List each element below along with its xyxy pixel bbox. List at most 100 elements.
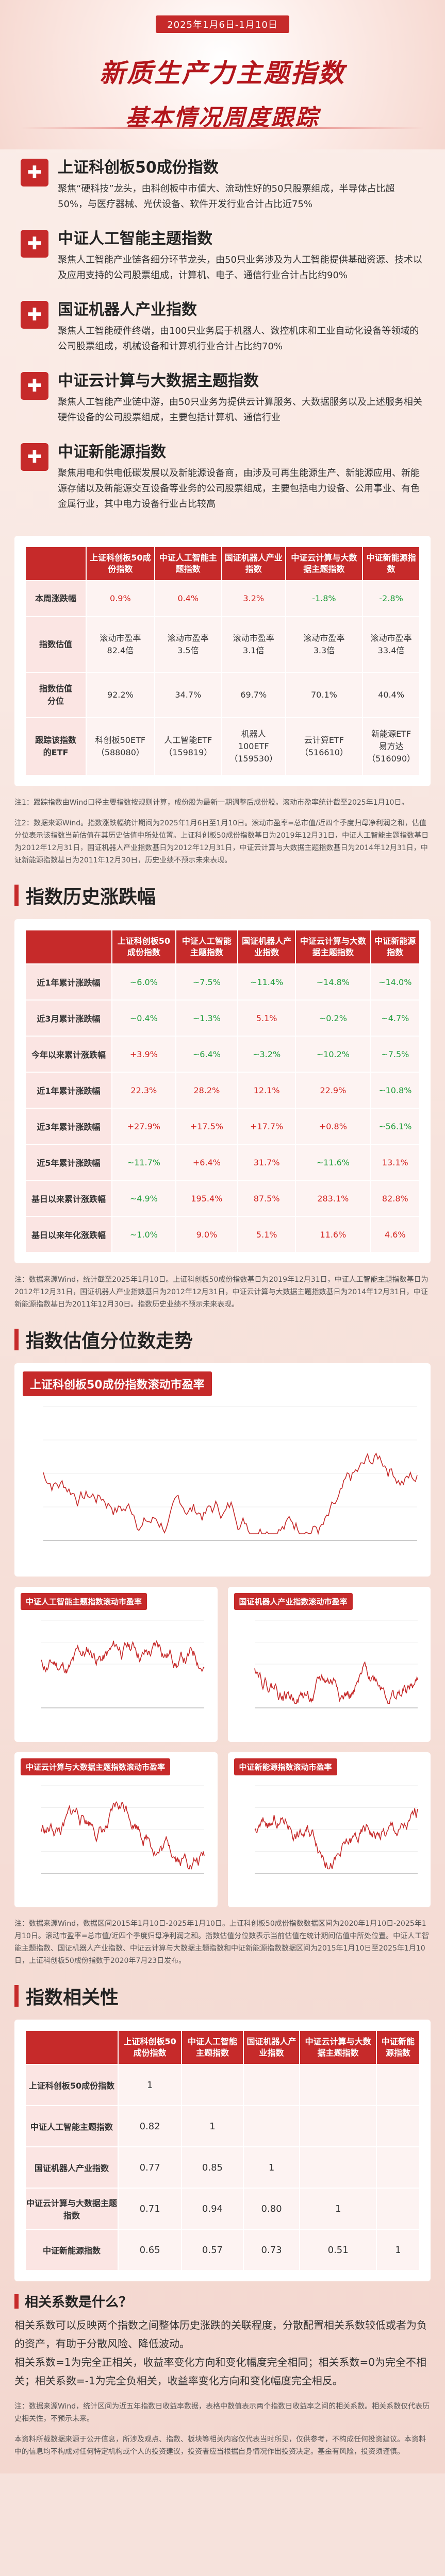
table-cell: -1.8% <box>285 580 364 617</box>
table-cell: ~7.5% <box>175 963 239 1001</box>
table-cell: 283.1% <box>295 1180 371 1217</box>
table-cell <box>375 2146 421 2189</box>
row-header: 中证云计算与大数据主题指数 <box>25 2188 119 2230</box>
column-header: 中证新能源指数 <box>362 546 420 581</box>
table-cell: ~14.8% <box>295 963 371 1001</box>
table-cell: ~11.6% <box>295 1144 371 1181</box>
table-cell: 0.82 <box>117 2105 183 2147</box>
chart-row-2: 中证云计算与大数据主题指数滚动市盈率 中证新能源指数滚动市盈率 <box>14 1752 431 1907</box>
table-cell: 87.5% <box>237 1180 296 1217</box>
table-cell: 13.1% <box>370 1144 421 1181</box>
series-line <box>254 1808 418 1870</box>
table-cell: ~4.9% <box>111 1180 176 1217</box>
table-cell: ~56.1% <box>370 1108 421 1145</box>
table-cell: +27.9% <box>111 1108 176 1145</box>
plus-icon: ✚ <box>21 372 48 400</box>
table-cell: 0.65 <box>117 2229 183 2271</box>
column-header: 中证新能源指数 <box>375 2030 421 2065</box>
table-cell: 0.4% <box>154 580 222 617</box>
table-cell <box>242 2105 301 2147</box>
line-chart <box>41 1785 205 1874</box>
history-card: 上证科创板50成份指数 中证人工智能主题指数 国证机器人产业指数 中证云计算与大数据主… <box>14 919 431 1263</box>
intro-body: 国证机器人产业指数 聚焦人工智能硬件终端，由100只业务属于机器人、数控机床和工业… <box>58 297 424 354</box>
line-chart <box>43 1406 418 1541</box>
chart-small-1: 中证人工智能主题指数滚动市盈率 <box>14 1587 218 1742</box>
note-4: 注：数据来源Wind，数据区间2015年1月10日-2025年1月10日。上证科… <box>14 1920 430 1965</box>
table-cell: 195.4% <box>175 1180 239 1217</box>
column-header: 中证云计算与大数据主题指数 <box>299 2030 377 2065</box>
table-row: 中证人工智能主题指数 0.82 1 <box>25 2105 421 2147</box>
table-cell: ~1.0% <box>111 1216 176 1253</box>
corr-card: 上证科创板50成份指数 中证人工智能主题指数 国证机器人产业指数 中证云计算与大数据主… <box>14 2020 431 2281</box>
table-cell: 69.7% <box>221 672 286 718</box>
table-cell: 9.0% <box>175 1216 239 1253</box>
disclaimer: 本资料所载数据来源于公开信息，所涉及观点、指数、板块等相关内容仅代表当时所见，仅… <box>14 2435 426 2456</box>
row-header: 今年以来累计涨跌幅 <box>25 1036 112 1073</box>
table-cell: 92.2% <box>86 672 155 718</box>
row-header: 近5年累计涨跌幅 <box>25 1144 112 1181</box>
chart-row-1: 中证人工智能主题指数滚动市盈率 国证机器人产业指数滚动市盈率 <box>14 1587 431 1742</box>
table-row: 基日以来累计涨跌幅 ~4.9% 195.4% 87.5% 283.1% 82.8% <box>25 1180 421 1217</box>
valuation-section-title: 指数估值分位数走势 <box>14 1326 431 1353</box>
table-cell: +6.4% <box>175 1144 239 1181</box>
table-cell <box>242 2064 301 2106</box>
column-header: 国证机器人产业指数 <box>242 2030 301 2065</box>
intro-title: 中证人工智能主题指数 <box>58 230 212 248</box>
table-cell: 4.6% <box>370 1216 421 1253</box>
page-title: 新质生产力主题指数 <box>100 58 345 88</box>
page-subtitle: 基本情况周度跟踪 <box>125 105 320 131</box>
table-cell: 1 <box>117 2064 183 2106</box>
table-cell: 滚动市盈率 3.1倍 <box>221 616 286 673</box>
note-5: 注：数据来源Wind，统计区间为近五年指数日收益率数据，表格中数值表示两个指数日… <box>14 2402 430 2423</box>
table-cell: 0.80 <box>242 2188 301 2230</box>
table-row: 跟踪该指数 的ETF 科创板50ETF （588080） 人工智能ETF （159819）… <box>25 717 420 776</box>
table-cell <box>299 2064 377 2106</box>
table-row: 指数估值 滚动市盈率 82.4倍 滚动市盈率 3.5倍 滚动市盈率 3.1倍 滚动市盈率 3.3… <box>25 616 420 673</box>
date-badge: 2025年1月6日-1月10日 <box>156 15 289 33</box>
explain-box: 相关系数是什么？ 相关系数可以反映两个指数之间整体历史涨跌的关联程度，分散配置相… <box>14 2292 431 2390</box>
row-header: 中证人工智能主题指数 <box>25 2105 119 2147</box>
history-table: 上证科创板50成份指数 中证人工智能主题指数 国证机器人产业指数 中证云计算与大数据主… <box>25 929 421 1253</box>
table-row: 近3月累计涨跌幅 ~0.4% ~1.3% 5.1% ~0.2% ~4.7% <box>25 999 421 1037</box>
column-header: 中证云计算与大数据主题指数 <box>295 929 371 964</box>
line-chart <box>41 1620 205 1708</box>
intro-item: ✚ 上证科创板50成份指数 聚焦“硬科技”龙头，由科创板中市值大、流动性好的50只股… <box>21 155 424 212</box>
table-cell: 0.51 <box>299 2229 377 2271</box>
table-cell: 34.7% <box>154 672 222 718</box>
intro-desc: 聚焦用电和供电低碳发展以及新能源设备商，由涉及可再生能源生产、新能源应用、新能源… <box>58 468 420 510</box>
chart-title: 中证人工智能主题指数滚动市盈率 <box>21 1593 147 1610</box>
table-cell: ~1.3% <box>175 999 239 1037</box>
table-cell: 82.8% <box>370 1180 421 1217</box>
column-header: 国证机器人产业指数 <box>221 546 286 581</box>
table-cell <box>181 2064 244 2106</box>
table-cell: 0.94 <box>181 2188 244 2230</box>
table-row: 中证云计算与大数据主题指数 0.71 0.94 0.80 1 <box>25 2188 421 2230</box>
history-section-title: 指数历史涨跌幅 <box>14 882 431 909</box>
table-cell: ~11.7% <box>111 1144 176 1181</box>
correlation-table: 上证科创板50成份指数 中证人工智能主题指数 国证机器人产业指数 中证云计算与大数据主… <box>25 2030 421 2271</box>
decorative-beam <box>21 127 424 129</box>
table-header-row: 上证科创板50成份指数 中证人工智能主题指数 国证机器人产业指数 中证云计算与大数据主… <box>25 929 421 964</box>
intro-title: 国证机器人产业指数 <box>58 301 197 319</box>
table-cell: ~0.2% <box>295 999 371 1037</box>
intro-item: ✚ 国证机器人产业指数 聚焦人工智能硬件终端，由100只业务属于机器人、数控机床和工… <box>21 297 424 354</box>
row-header: 基日以来年化涨跌幅 <box>25 1216 112 1253</box>
column-header <box>25 929 112 964</box>
table-cell: 0.71 <box>117 2188 183 2230</box>
table-cell: 人工智能ETF （159819） <box>154 717 222 776</box>
explain-title: 相关系数是什么？ <box>14 2292 431 2311</box>
table-cell: 3.2% <box>221 580 286 617</box>
section-bar-icon <box>14 1329 19 1350</box>
table-row: 近5年累计涨跌幅 ~11.7% +6.4% 31.7% ~11.6% 13.1% <box>25 1144 421 1181</box>
index-intro-list: ✚ 上证科创板50成份指数 聚焦“硬科技”龙头，由科创板中市值大、流动性好的50只股… <box>0 149 445 536</box>
column-header: 上证科创板50成份指数 <box>117 2030 183 2065</box>
table-cell: 滚动市盈率 82.4倍 <box>86 616 155 673</box>
plus-icon: ✚ <box>21 443 48 471</box>
table-row: 近1年累计涨跌幅 22.3% 28.2% 12.1% 22.9% ~10.8% <box>25 1072 421 1109</box>
row-header: 跟踪该指数 的ETF <box>25 717 87 776</box>
table-row: 中证新能源指数 0.65 0.57 0.73 0.51 1 <box>25 2229 421 2271</box>
table-cell: -2.8% <box>362 580 420 617</box>
table-row: 今年以来累计涨跌幅 +3.9% ~6.4% ~3.2% ~10.2% ~7.5% <box>25 1036 421 1073</box>
table-header-row: 上证科创板50成份指数 中证人工智能主题指数 国证机器人产业指数 中证云计算与大数据主… <box>25 546 420 581</box>
table-cell: 滚动市盈率 3.5倍 <box>154 616 222 673</box>
